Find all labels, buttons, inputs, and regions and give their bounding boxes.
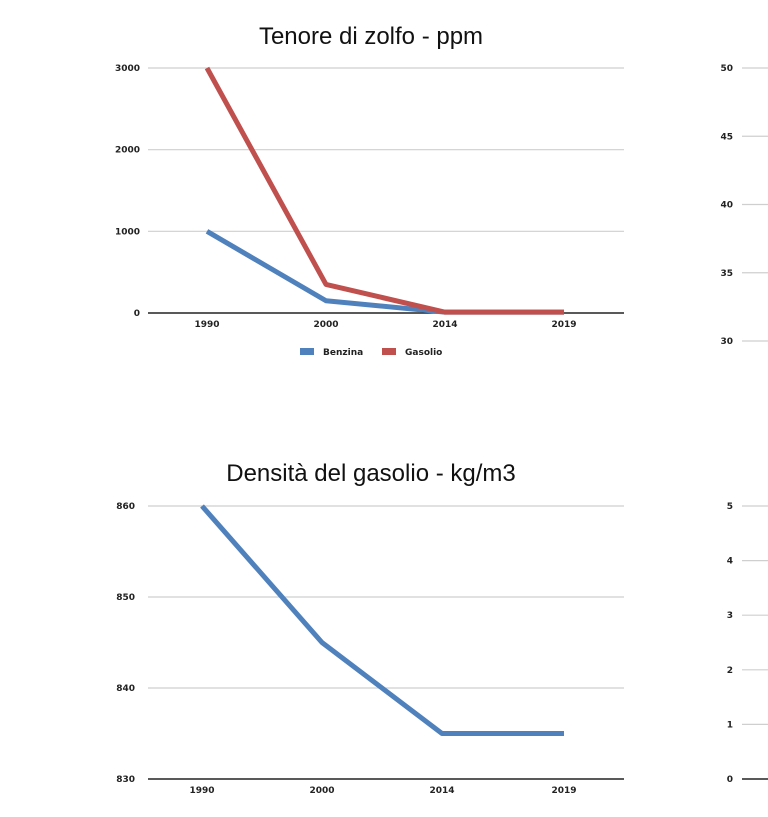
chart-4: 0 1 2 3 4 5	[727, 502, 768, 785]
y-tick-label: 2000	[115, 146, 140, 156]
chart-title: Densità del gasolio - kg/m3	[226, 460, 515, 487]
y-tick-label: 35	[720, 269, 733, 279]
chart-2: 30 35 40 45 50	[720, 64, 768, 347]
y-tick-label: 4	[727, 557, 733, 567]
x-tick-label: 1990	[194, 320, 219, 330]
x-tick-label: 2014	[432, 320, 457, 330]
chart-title: Tenore di zolfo - ppm	[259, 23, 483, 50]
x-tick-label: 2014	[429, 786, 454, 796]
chart-3: Densità del gasolio - kg/m3 830 840 850 860 1…	[116, 460, 624, 796]
y-tick-label: 1	[727, 720, 733, 730]
x-tick-label: 2000	[309, 786, 334, 796]
chart-1: Tenore di zolfo - ppm 0 1000 2000 3000 1990 20…	[115, 23, 624, 358]
y-tick-label: 0	[727, 775, 733, 785]
y-tick-label: 860	[116, 502, 135, 512]
y-tick-label: 2	[727, 666, 733, 676]
y-tick-label: 5	[727, 502, 733, 512]
y-tick-label: 40	[720, 201, 733, 211]
legend-swatch-gasolio	[382, 348, 396, 355]
y-tick-label: 850	[116, 593, 135, 603]
x-tick-label: 2019	[551, 320, 576, 330]
y-tick-label: 3000	[115, 64, 140, 74]
y-tick-label: 1000	[115, 227, 140, 237]
x-tick-label: 2000	[313, 320, 338, 330]
x-tick-label: 2019	[551, 786, 576, 796]
y-tick-label: 3	[727, 611, 733, 621]
x-tick-label: 1990	[189, 786, 214, 796]
y-tick-label: 45	[720, 132, 733, 142]
legend-label-benzina: Benzina	[323, 348, 363, 358]
y-tick-label: 840	[116, 684, 135, 694]
legend-label-gasolio: Gasolio	[405, 348, 442, 358]
legend-swatch-benzina	[300, 348, 314, 355]
series-line-densita	[200, 504, 564, 736]
y-tick-label: 50	[720, 64, 733, 74]
y-tick-label: 30	[720, 337, 733, 347]
y-tick-label: 830	[116, 775, 135, 785]
y-tick-label: 0	[134, 309, 140, 319]
series-line-gasolio	[204, 66, 564, 315]
